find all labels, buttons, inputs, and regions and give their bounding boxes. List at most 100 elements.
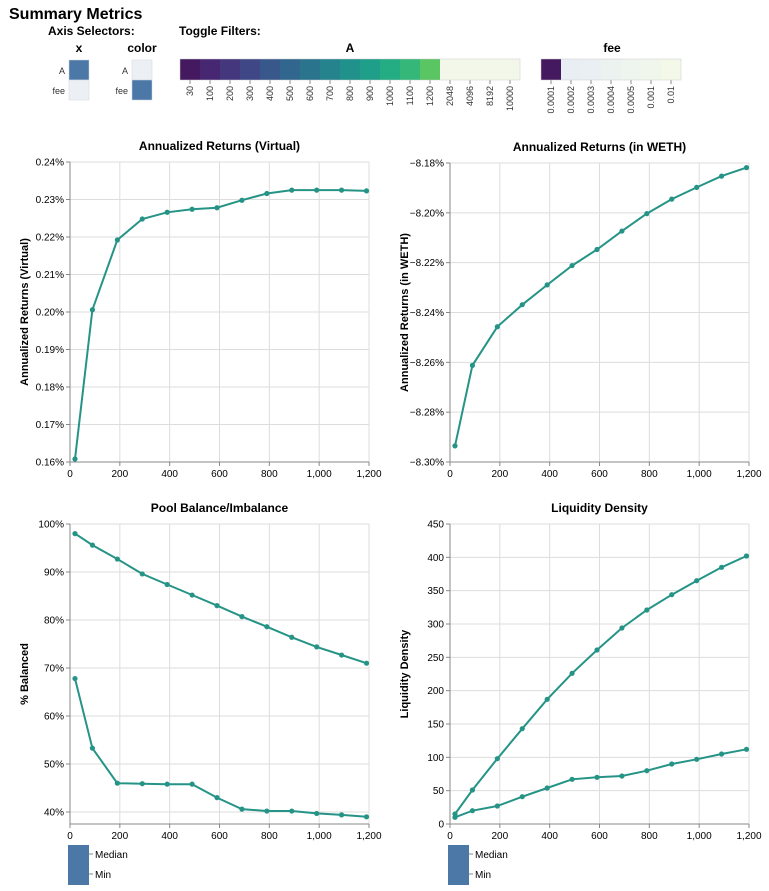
filter-a-cell-500[interactable] bbox=[280, 59, 300, 80]
filter-fee-cell-0-001[interactable] bbox=[641, 59, 661, 80]
data-point[interactable] bbox=[114, 237, 120, 243]
filter-a-cell-1000[interactable] bbox=[380, 59, 400, 80]
data-point[interactable] bbox=[694, 756, 700, 762]
data-point[interactable] bbox=[89, 745, 96, 751]
data-point[interactable] bbox=[338, 812, 345, 818]
filter-a-cell-700[interactable] bbox=[320, 59, 340, 80]
data-point[interactable] bbox=[264, 190, 270, 197]
data-point[interactable] bbox=[569, 670, 575, 676]
data-point[interactable] bbox=[544, 282, 550, 288]
data-point[interactable] bbox=[289, 808, 295, 814]
data-point[interactable] bbox=[619, 625, 625, 631]
data-point[interactable] bbox=[494, 803, 500, 809]
filter-a-cell-4096[interactable] bbox=[460, 59, 480, 80]
data-point[interactable] bbox=[644, 768, 650, 774]
color-selector-option-a[interactable] bbox=[131, 59, 153, 81]
data-point[interactable] bbox=[519, 726, 525, 732]
filter-fee-cell-0-0005[interactable] bbox=[621, 59, 641, 80]
data-point[interactable] bbox=[139, 216, 145, 222]
data-point[interactable] bbox=[363, 814, 370, 820]
filter-a-cell-1200[interactable] bbox=[420, 59, 440, 80]
data-point[interactable] bbox=[694, 578, 700, 584]
data-point[interactable] bbox=[314, 187, 320, 193]
data-point[interactable] bbox=[519, 302, 525, 308]
data-point[interactable] bbox=[139, 571, 145, 577]
data-point[interactable] bbox=[644, 607, 650, 613]
data-point[interactable] bbox=[214, 205, 220, 211]
data-point[interactable] bbox=[718, 751, 725, 757]
data-point[interactable] bbox=[289, 187, 295, 193]
data-point[interactable] bbox=[544, 785, 550, 791]
data-point[interactable] bbox=[239, 806, 245, 812]
data-point[interactable] bbox=[214, 795, 220, 801]
data-point[interactable] bbox=[114, 780, 120, 786]
data-point[interactable] bbox=[469, 362, 476, 368]
data-point[interactable] bbox=[619, 228, 625, 234]
data-point[interactable] bbox=[89, 307, 96, 313]
data-point[interactable] bbox=[72, 456, 78, 462]
data-point[interactable] bbox=[669, 761, 675, 767]
data-point[interactable] bbox=[519, 794, 525, 800]
data-point[interactable] bbox=[544, 696, 550, 702]
filter-fee-cell-0-0004[interactable] bbox=[601, 59, 621, 80]
data-point[interactable] bbox=[189, 592, 195, 598]
filter-a-cell-10000[interactable] bbox=[500, 59, 520, 80]
data-point[interactable] bbox=[743, 165, 750, 171]
data-point[interactable] bbox=[239, 614, 245, 620]
data-point[interactable] bbox=[619, 773, 625, 779]
data-point[interactable] bbox=[363, 188, 370, 194]
data-point[interactable] bbox=[164, 581, 170, 588]
filter-a-cell-400[interactable] bbox=[260, 59, 280, 80]
data-point[interactable] bbox=[189, 206, 195, 212]
filter-a-cell-200[interactable] bbox=[220, 59, 240, 80]
x-selector-option-a[interactable] bbox=[68, 59, 90, 81]
filter-a-cell-100[interactable] bbox=[200, 59, 220, 80]
data-point[interactable] bbox=[669, 196, 675, 202]
data-point[interactable] bbox=[338, 187, 345, 193]
filter-fee-cell-0-0002[interactable] bbox=[561, 59, 581, 80]
x-selector-option-fee[interactable] bbox=[68, 79, 90, 101]
filter-a-cell-1100[interactable] bbox=[400, 59, 420, 80]
data-point[interactable] bbox=[264, 624, 270, 630]
filter-a-cell-900[interactable] bbox=[360, 59, 380, 80]
data-point[interactable] bbox=[494, 756, 500, 762]
filter-a-cell-8192[interactable] bbox=[480, 59, 500, 80]
data-point[interactable] bbox=[594, 774, 600, 780]
filter-a-cell-800[interactable] bbox=[340, 59, 360, 80]
data-point[interactable] bbox=[718, 564, 725, 570]
filter-a-cell-300[interactable] bbox=[240, 59, 260, 80]
data-point[interactable] bbox=[89, 542, 96, 548]
data-point[interactable] bbox=[314, 810, 320, 817]
data-point[interactable] bbox=[669, 592, 675, 598]
filter-fee[interactable]: 0.0001 0.0002 0.0003 0.0004 0.0005 0.001 0.01 bbox=[540, 58, 682, 114]
data-point[interactable] bbox=[469, 787, 476, 793]
data-point[interactable] bbox=[569, 776, 575, 782]
data-point[interactable] bbox=[743, 553, 750, 559]
data-point[interactable] bbox=[338, 652, 345, 658]
data-point[interactable] bbox=[164, 781, 170, 787]
filter-fee-cell-0-0001[interactable] bbox=[541, 59, 561, 80]
data-point[interactable] bbox=[743, 746, 750, 752]
data-point[interactable] bbox=[594, 246, 600, 253]
data-point[interactable] bbox=[72, 531, 78, 537]
data-point[interactable] bbox=[494, 324, 500, 330]
data-point[interactable] bbox=[72, 675, 78, 682]
data-point[interactable] bbox=[569, 262, 575, 269]
data-point[interactable] bbox=[189, 781, 195, 787]
data-point[interactable] bbox=[314, 644, 320, 650]
data-point[interactable] bbox=[452, 443, 458, 449]
data-point[interactable] bbox=[289, 634, 295, 640]
data-point[interactable] bbox=[239, 197, 245, 203]
data-point[interactable] bbox=[264, 808, 270, 814]
data-point[interactable] bbox=[469, 808, 476, 814]
data-point[interactable] bbox=[164, 209, 170, 215]
filter-a[interactable]: 30 100 200 300 400 500 600 700 800 900 1000 1100 120… bbox=[179, 58, 521, 111]
data-point[interactable] bbox=[694, 184, 700, 190]
filter-fee-cell-0-0003[interactable] bbox=[581, 59, 601, 80]
data-point[interactable] bbox=[452, 814, 458, 820]
data-point[interactable] bbox=[214, 603, 220, 609]
data-point[interactable] bbox=[644, 211, 650, 217]
data-point[interactable] bbox=[718, 173, 725, 179]
